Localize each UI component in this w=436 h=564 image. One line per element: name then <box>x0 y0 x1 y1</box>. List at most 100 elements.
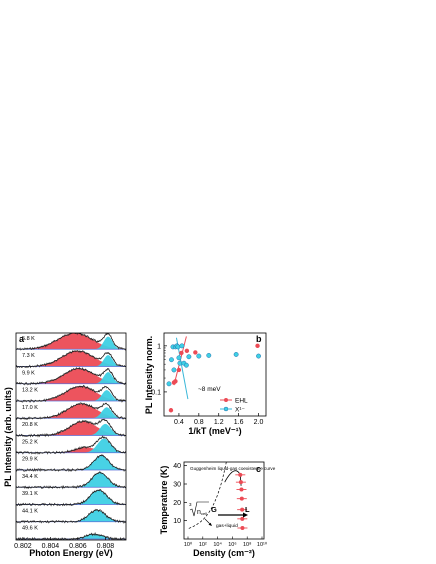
liquid-phase-label: L <box>245 505 250 514</box>
x-point-12 <box>186 354 192 360</box>
a-xtick-label-0: 0.802 <box>14 543 32 550</box>
c-point-0 <box>238 472 243 477</box>
coexistence-curve <box>224 470 242 486</box>
c-point-3 <box>239 496 244 501</box>
c-point-6 <box>240 526 245 530</box>
exciton-fill-7 <box>16 455 126 470</box>
panel-c-xlabel: Density (cm⁻²) <box>193 548 255 558</box>
x-point-9 <box>179 343 185 349</box>
x-point-6 <box>175 344 181 350</box>
panel-c-letter: c <box>256 464 261 474</box>
panel-c-frame <box>183 461 265 540</box>
fit-trace-9 <box>16 489 126 505</box>
b-ytick-label-0: 0.1 <box>151 389 161 396</box>
temp-label-5: 20.8 K <box>22 422 38 428</box>
b-xtick-label-2: 1.2 <box>214 419 224 426</box>
ehl-point-5 <box>184 348 190 354</box>
b-xtick-label-3: 1.6 <box>234 419 244 426</box>
density-scaling-curve <box>188 462 227 529</box>
x-point-13 <box>196 353 202 359</box>
c-point-5 <box>240 516 245 521</box>
fit-trace-2 <box>16 368 126 384</box>
legend-x-label: X¹⁻ <box>235 407 246 414</box>
fit-trace-3 <box>16 385 126 402</box>
c-xtick-label-0: 10⁰ <box>184 541 193 548</box>
temp-label-1: 7.3 K <box>22 353 35 359</box>
x-point-16 <box>256 353 261 359</box>
ehl-fill-4 <box>16 403 126 419</box>
temp-label-7: 29.9 K <box>22 457 38 463</box>
panel-c-ylabel: Temperature (K) <box>159 466 169 535</box>
ehl-point-0 <box>168 408 174 413</box>
fit-trace-1 <box>16 350 126 367</box>
a-xtick-label-2: 0.806 <box>69 543 87 550</box>
fit-trace-4 <box>16 403 126 419</box>
c-ytick-label-2: 30 <box>173 482 181 489</box>
x-point-7 <box>176 355 182 361</box>
panel-b: 0.4 0.8 1.2 1.6 2.0 0.1 1 b ~8 meV EHL X¹⁻ 1/k… <box>144 332 267 436</box>
x-point-3 <box>171 367 177 373</box>
c-xtick-label-3: 10⁶ <box>228 541 236 548</box>
transition-arrow-head <box>243 512 248 518</box>
exciton-fill-10 <box>16 510 126 522</box>
exciton-fill-6 <box>16 438 126 453</box>
c-point-2 <box>239 487 244 492</box>
fit-trace-8 <box>16 472 126 488</box>
coexistence-label: Guggenheim liquid-gas coexistence curve <box>190 466 276 471</box>
exciton-fill-4 <box>16 407 126 419</box>
panel-b-xlabel: 1/kT (meV⁻¹) <box>188 426 241 436</box>
panel-b-frame <box>163 332 267 417</box>
x-point-1 <box>169 357 174 363</box>
c-ytick-label-1: 20 <box>173 500 181 507</box>
b-xtick-label-1: 0.8 <box>194 419 204 426</box>
panel-b-letter: b <box>256 334 262 344</box>
formula-pointer-head <box>208 522 212 526</box>
fit-trace-5 <box>16 419 126 436</box>
fit-trace-10 <box>16 509 126 523</box>
fit-trace-0 <box>16 333 126 350</box>
ehl-fill-3 <box>16 386 126 401</box>
formula-n: n <box>197 509 201 516</box>
formula-sub: cell <box>201 511 207 516</box>
panel-a-xlabel: Photon Energy (eV) <box>29 548 113 558</box>
panel-a: 0.802 0.804 0.806 0.808 5.8 K 7.3 K 9.9 K 13.2… <box>3 332 127 558</box>
temp-label-0: 5.8 K <box>22 336 35 342</box>
c-ytick-label-0: 10 <box>173 518 181 525</box>
exciton-fill-9 <box>16 490 126 505</box>
ehl-point-3 <box>176 367 182 373</box>
fit-trace-6 <box>16 436 126 453</box>
temp-label-3: 13.2 K <box>22 388 38 394</box>
a-xtick-label-1: 0.804 <box>42 543 60 550</box>
temp-label-6: 25.2 K <box>22 439 38 445</box>
legend-x-marker <box>223 406 229 412</box>
c-xtick-label-1: 10² <box>199 542 207 548</box>
exciton-fill-1 <box>16 355 126 367</box>
gas-phase-label: G <box>211 505 217 514</box>
panel-b-legend: EHL X¹⁻ <box>220 398 248 414</box>
b-xtick-label-4: 2.0 <box>254 419 264 426</box>
fit-trace-7 <box>16 455 126 471</box>
temp-label-11: 49.6 K <box>22 526 38 532</box>
b-xtick-label-0: 0.4 <box>174 419 184 426</box>
panel-a-frame <box>15 332 127 541</box>
panel-b-ylabel: PL Intensity norm. <box>144 336 154 414</box>
data-trace-5 <box>16 418 126 438</box>
panel-c: 10 20 30 40 10⁰ 10² 10⁴ 10⁶ 10⁸ 10¹⁰ c Guggenheim… <box>159 461 276 558</box>
c-point-1 <box>238 480 243 485</box>
legend-ehl-marker <box>224 398 228 402</box>
gas-liquid-label: gas+liquid <box>216 523 238 529</box>
formula-index: 3 <box>189 502 192 507</box>
exciton-fill-0 <box>16 336 126 350</box>
c-point-4 <box>240 507 245 512</box>
ehl-fill-0 <box>16 333 126 350</box>
panel-a-ylabel: PL Intensity (arb. units) <box>3 387 13 487</box>
ehl-fill-1 <box>16 351 126 367</box>
exciton-fill-3 <box>16 390 126 401</box>
b-ytick-label-1: 1 <box>157 343 161 350</box>
exciton-fill-8 <box>16 472 126 488</box>
temp-label-4: 17.0 K <box>22 405 38 411</box>
ehl-point-2 <box>173 379 178 384</box>
cube-root-formula: 3 n cell <box>189 501 209 517</box>
legend-ehl-label: EHL <box>235 398 248 405</box>
